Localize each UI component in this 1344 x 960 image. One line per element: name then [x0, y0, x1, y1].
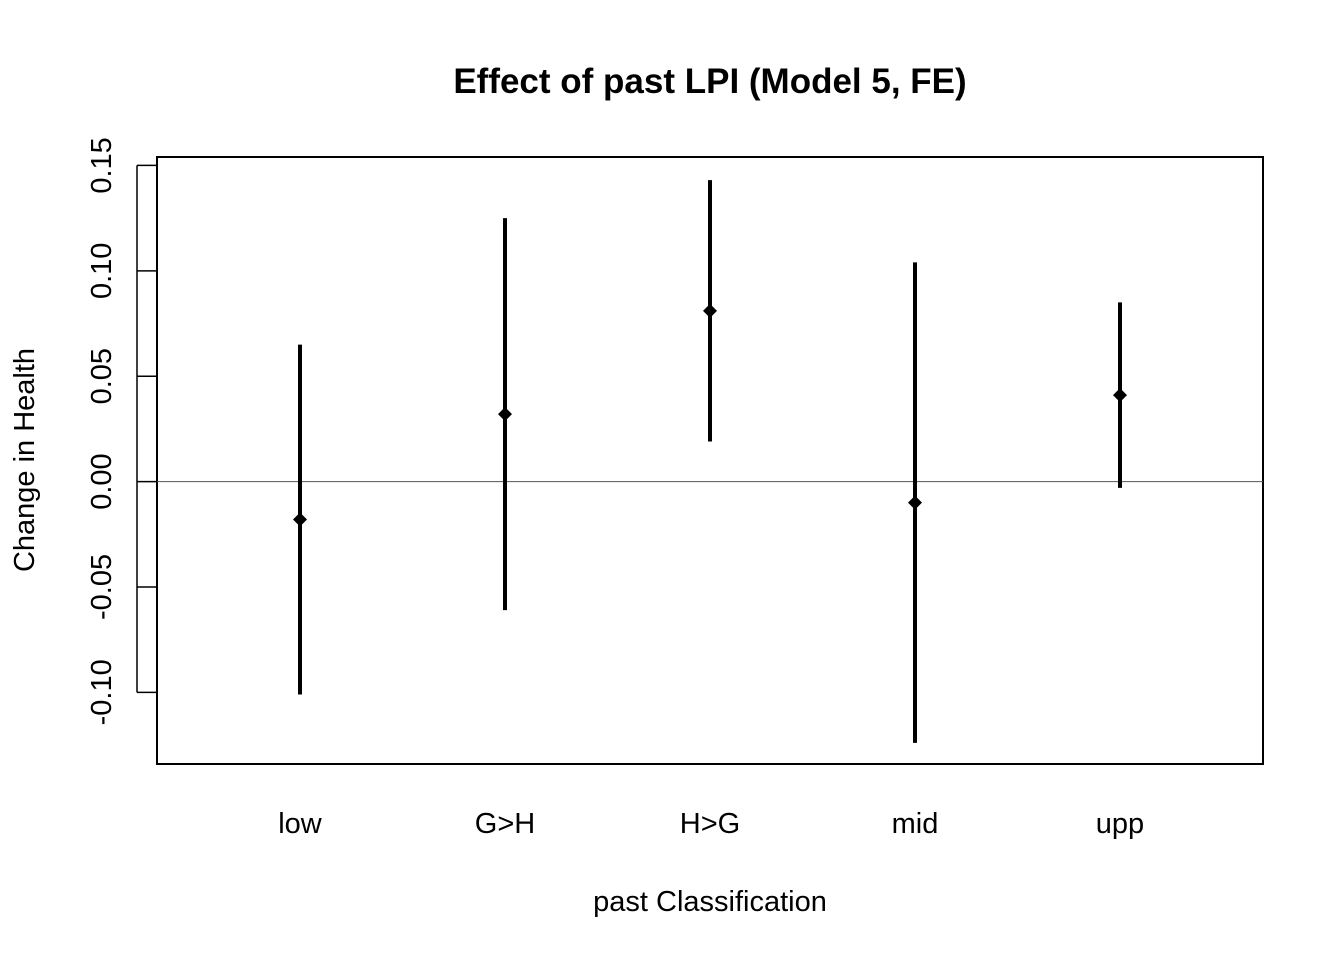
x-tick-label: mid: [892, 808, 939, 840]
point-estimate: [1113, 388, 1127, 403]
y-tick-label: 0.05: [86, 348, 118, 404]
y-tick-label: -0.10: [86, 659, 118, 725]
point-estimate: [498, 407, 512, 422]
x-axis-labels: low G>H H>G mid upp: [278, 808, 1144, 840]
plot-frame: [156, 156, 1264, 765]
error-bars: [293, 180, 1127, 743]
y-tick-label: 0.10: [86, 243, 118, 299]
point-estimate: [703, 303, 717, 318]
x-tick-label: upp: [1096, 808, 1144, 840]
y-axis: -0.10 -0.05 0.00 0.05 0.10 0.15: [86, 137, 157, 725]
y-tick-label: -0.05: [86, 554, 118, 620]
chart-title: Effect of past LPI (Model 5, FE): [453, 62, 966, 101]
y-tick-label: 0.15: [86, 137, 118, 193]
x-tick-label: low: [278, 808, 323, 840]
y-tick-label: 0.00: [86, 453, 118, 509]
y-axis-title: Change in Health: [9, 348, 41, 572]
x-tick-label: G>H: [475, 808, 535, 840]
x-axis-title: past Classification: [593, 886, 827, 918]
point-estimate: [293, 512, 307, 527]
point-estimate: [908, 495, 922, 510]
x-tick-label: H>G: [680, 808, 740, 840]
